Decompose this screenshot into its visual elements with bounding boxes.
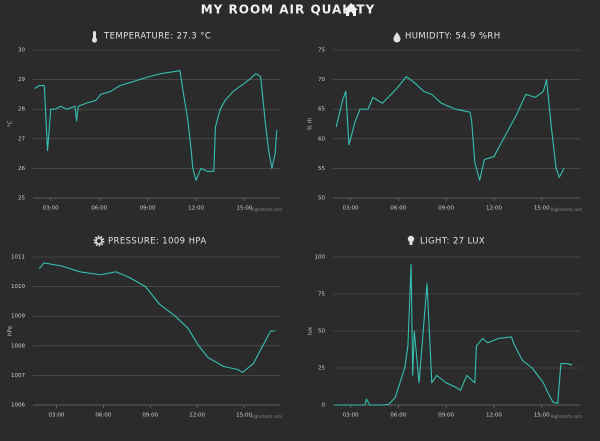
x-tick-label: 06:00	[91, 206, 107, 212]
y-tick-label: 75	[318, 48, 325, 54]
data-line	[38, 262, 276, 373]
data-line	[334, 263, 573, 406]
x-tick-label: 06:00	[390, 413, 406, 419]
y-axis-label: lux	[308, 326, 314, 335]
x-tick-label: 06:00	[95, 413, 111, 419]
y-axis-label: °C	[8, 121, 14, 128]
y-tick-label: 1009	[11, 314, 25, 320]
y-tick-label: 50	[318, 196, 325, 202]
y-tick-label: 25	[18, 196, 25, 202]
x-tick-label: 09:00	[438, 413, 454, 419]
bulb-icon	[407, 235, 415, 245]
x-tick-label: 12:00	[189, 413, 205, 419]
x-tick-label: 12:00	[188, 206, 204, 212]
y-tick-label: 100	[315, 255, 326, 261]
x-tick-label: 06:00	[390, 206, 406, 212]
x-tick-label: 09:00	[140, 206, 156, 212]
y-tick-label: 75	[318, 292, 325, 298]
y-tick-label: 28	[18, 107, 25, 113]
y-tick-label: 29	[18, 77, 25, 83]
x-tick-label: 09:00	[438, 206, 454, 212]
gear-icon	[93, 235, 105, 247]
credit: Highcharts.com	[251, 414, 283, 419]
credit: Highcharts.com	[251, 207, 283, 212]
x-tick-label: 12:00	[486, 413, 502, 419]
chart-title: PRESSURE: 1009 HPA	[108, 237, 207, 247]
y-tick-label: 1006	[11, 403, 25, 409]
y-tick-label: 60	[318, 136, 325, 142]
x-tick-label: 12:00	[486, 206, 502, 212]
y-tick-label: 50	[318, 329, 325, 335]
thermometer-icon	[91, 31, 98, 43]
chart-title: TEMPERATURE: 27.3 °C	[103, 32, 211, 42]
x-tick-label: 15:00	[237, 206, 253, 212]
y-tick-label: 0	[322, 403, 326, 409]
y-tick-label: 1007	[11, 373, 25, 379]
data-line	[34, 70, 278, 181]
y-tick-label: 65	[318, 107, 325, 113]
x-tick-label: 03:00	[343, 206, 359, 212]
x-tick-label: 03:00	[49, 413, 65, 419]
y-tick-label: 25	[318, 366, 325, 372]
y-tick-label: 27	[18, 136, 25, 142]
x-tick-label: 15:00	[534, 413, 550, 419]
y-tick-label: 1008	[11, 343, 25, 349]
y-axis-label: % rh	[308, 117, 314, 130]
credit: Highcharts.com	[551, 207, 583, 212]
y-axis-label: hPa	[8, 326, 14, 336]
y-tick-label: 26	[18, 166, 25, 172]
home-icon	[344, 3, 358, 16]
y-tick-label: 70	[318, 77, 325, 83]
page-title: MY ROOM AIR QUALITY	[201, 3, 376, 17]
x-tick-label: 03:00	[43, 206, 59, 212]
data-line	[335, 76, 565, 181]
x-tick-label: 09:00	[142, 413, 158, 419]
y-tick-label: 1011	[11, 255, 25, 261]
y-tick-label: 30	[18, 48, 25, 54]
drop-icon	[393, 32, 401, 43]
chart-title: LIGHT: 27 LUX	[420, 237, 485, 247]
x-tick-label: 03:00	[343, 413, 359, 419]
y-tick-label: 1010	[11, 284, 25, 290]
x-tick-label: 15:00	[236, 413, 252, 419]
y-tick-label: 55	[318, 166, 325, 172]
chart-title: HUMIDITY: 54.9 %RH	[405, 32, 501, 42]
x-tick-label: 15:00	[534, 206, 550, 212]
credit: Highcharts.com	[551, 414, 583, 419]
